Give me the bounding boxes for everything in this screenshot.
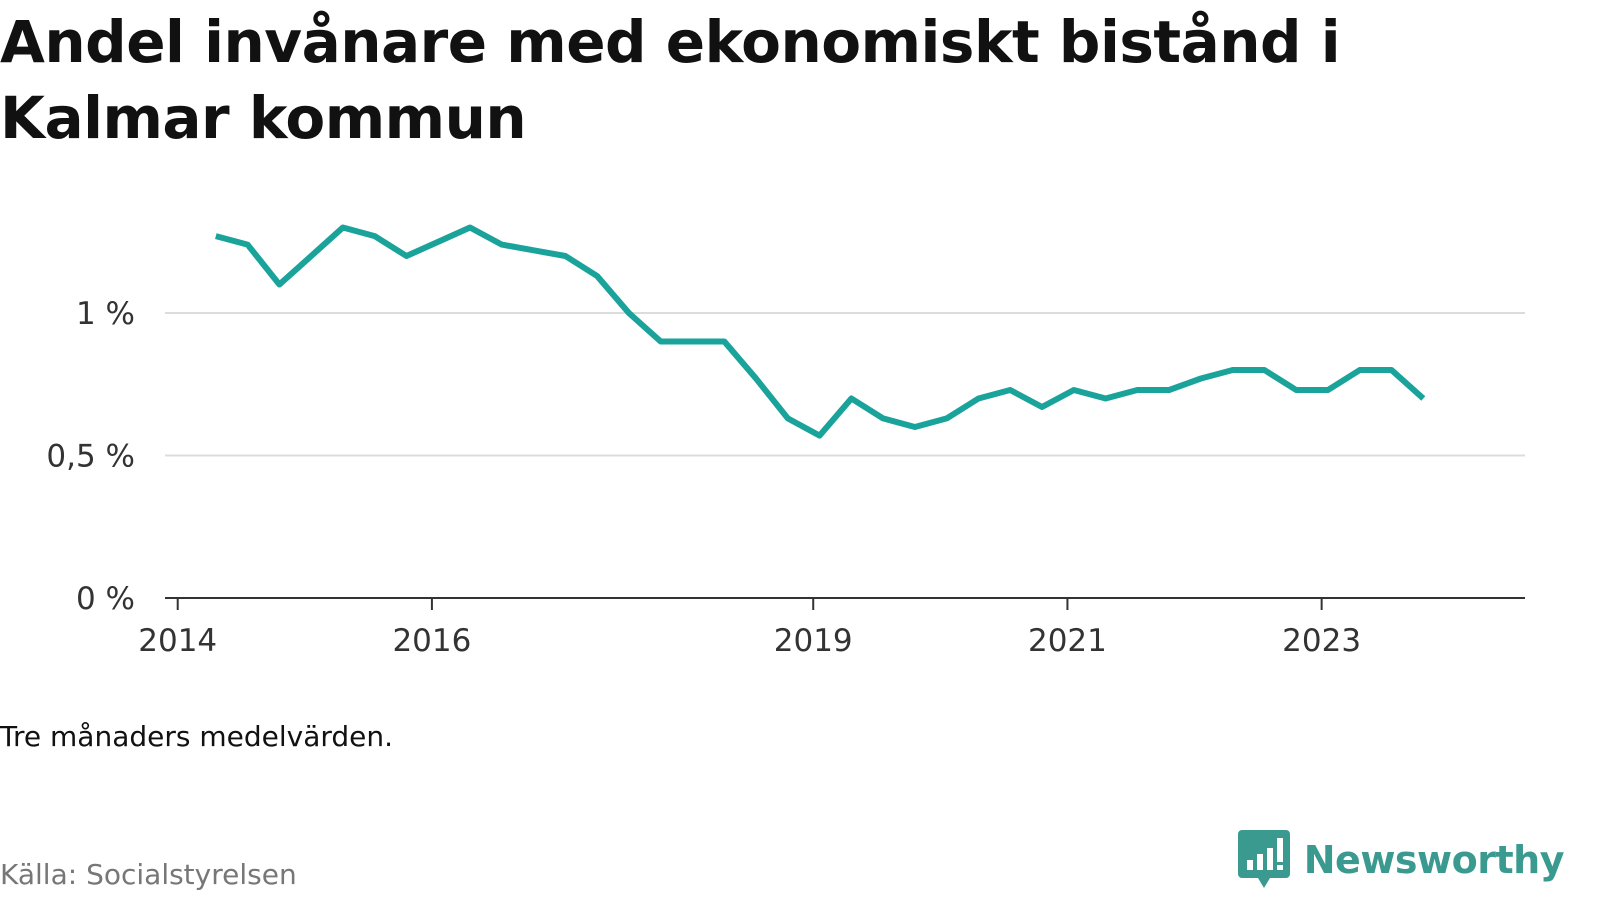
data-point-29 bbox=[1134, 387, 1140, 393]
data-point-5 bbox=[372, 233, 378, 239]
x-tick-label-2: 2019 bbox=[774, 623, 853, 659]
gridlines bbox=[165, 312, 1525, 457]
x-tick-label-1: 2016 bbox=[392, 623, 471, 659]
data-point-31 bbox=[1198, 376, 1204, 382]
x-tick-label-3: 2021 bbox=[1028, 623, 1107, 659]
brand-name: Newsworthy bbox=[1303, 838, 1565, 882]
series-line bbox=[215, 224, 1426, 439]
data-point-33 bbox=[1261, 367, 1267, 373]
data-point-14 bbox=[658, 339, 664, 345]
data-point-20 bbox=[848, 396, 854, 402]
data-point-25 bbox=[1007, 387, 1013, 393]
data-point-0 bbox=[213, 233, 219, 239]
data-point-9 bbox=[499, 242, 505, 248]
x-tick-label-4: 2023 bbox=[1282, 623, 1361, 659]
data-point-35 bbox=[1325, 387, 1331, 393]
data-points bbox=[213, 225, 1426, 439]
data-point-8 bbox=[467, 225, 473, 231]
y-tick-label-1: 0,5 % bbox=[46, 439, 135, 475]
data-point-15 bbox=[689, 339, 695, 345]
data-point-3 bbox=[308, 253, 314, 259]
data-point-24 bbox=[975, 396, 981, 402]
data-point-37 bbox=[1389, 367, 1395, 373]
data-point-28 bbox=[1103, 396, 1109, 402]
data-point-27 bbox=[1071, 387, 1077, 393]
data-point-34 bbox=[1293, 387, 1299, 393]
data-point-32 bbox=[1230, 367, 1236, 373]
chart-note: Tre månaders medelvärden. bbox=[0, 720, 394, 753]
data-point-22 bbox=[912, 424, 918, 430]
y-axis-tick-labels: 0 % 0,5 % 1 % bbox=[46, 296, 135, 617]
data-point-18 bbox=[785, 415, 791, 421]
data-point-12 bbox=[594, 273, 600, 279]
y-tick-label-0: 0 % bbox=[76, 581, 135, 617]
y-tick-label-2: 1 % bbox=[76, 296, 135, 332]
data-point-26 bbox=[1039, 404, 1045, 410]
source-credit: Källa: Socialstyrelsen bbox=[0, 858, 297, 891]
data-point-23 bbox=[944, 415, 950, 421]
data-point-19 bbox=[817, 433, 823, 439]
data-point-11 bbox=[562, 253, 568, 259]
data-point-38 bbox=[1420, 396, 1426, 402]
x-axis-ticks: 2014 2016 2019 2021 2023 bbox=[138, 598, 1361, 659]
data-point-21 bbox=[880, 415, 886, 421]
chart-title: Andel invånare med ekonomiskt bistånd i … bbox=[0, 8, 1341, 152]
data-point-10 bbox=[531, 247, 537, 253]
brand-logo-group: Newsworthy bbox=[1237, 830, 1565, 890]
data-point-1 bbox=[245, 242, 251, 248]
data-point-36 bbox=[1357, 367, 1363, 373]
data-point-7 bbox=[435, 239, 441, 245]
data-point-6 bbox=[403, 253, 409, 259]
data-point-13 bbox=[626, 310, 632, 316]
x-tick-label-0: 2014 bbox=[138, 623, 217, 659]
data-point-4 bbox=[340, 225, 346, 231]
line-chart: 0 % 0,5 % 1 % 2014 2016 2019 2021 2023 bbox=[46, 224, 1525, 659]
data-point-16 bbox=[721, 339, 727, 345]
data-point-30 bbox=[1166, 387, 1172, 393]
newsworthy-chart-bubble-icon bbox=[1237, 830, 1290, 888]
data-point-17 bbox=[753, 376, 759, 382]
data-point-2 bbox=[276, 282, 282, 288]
